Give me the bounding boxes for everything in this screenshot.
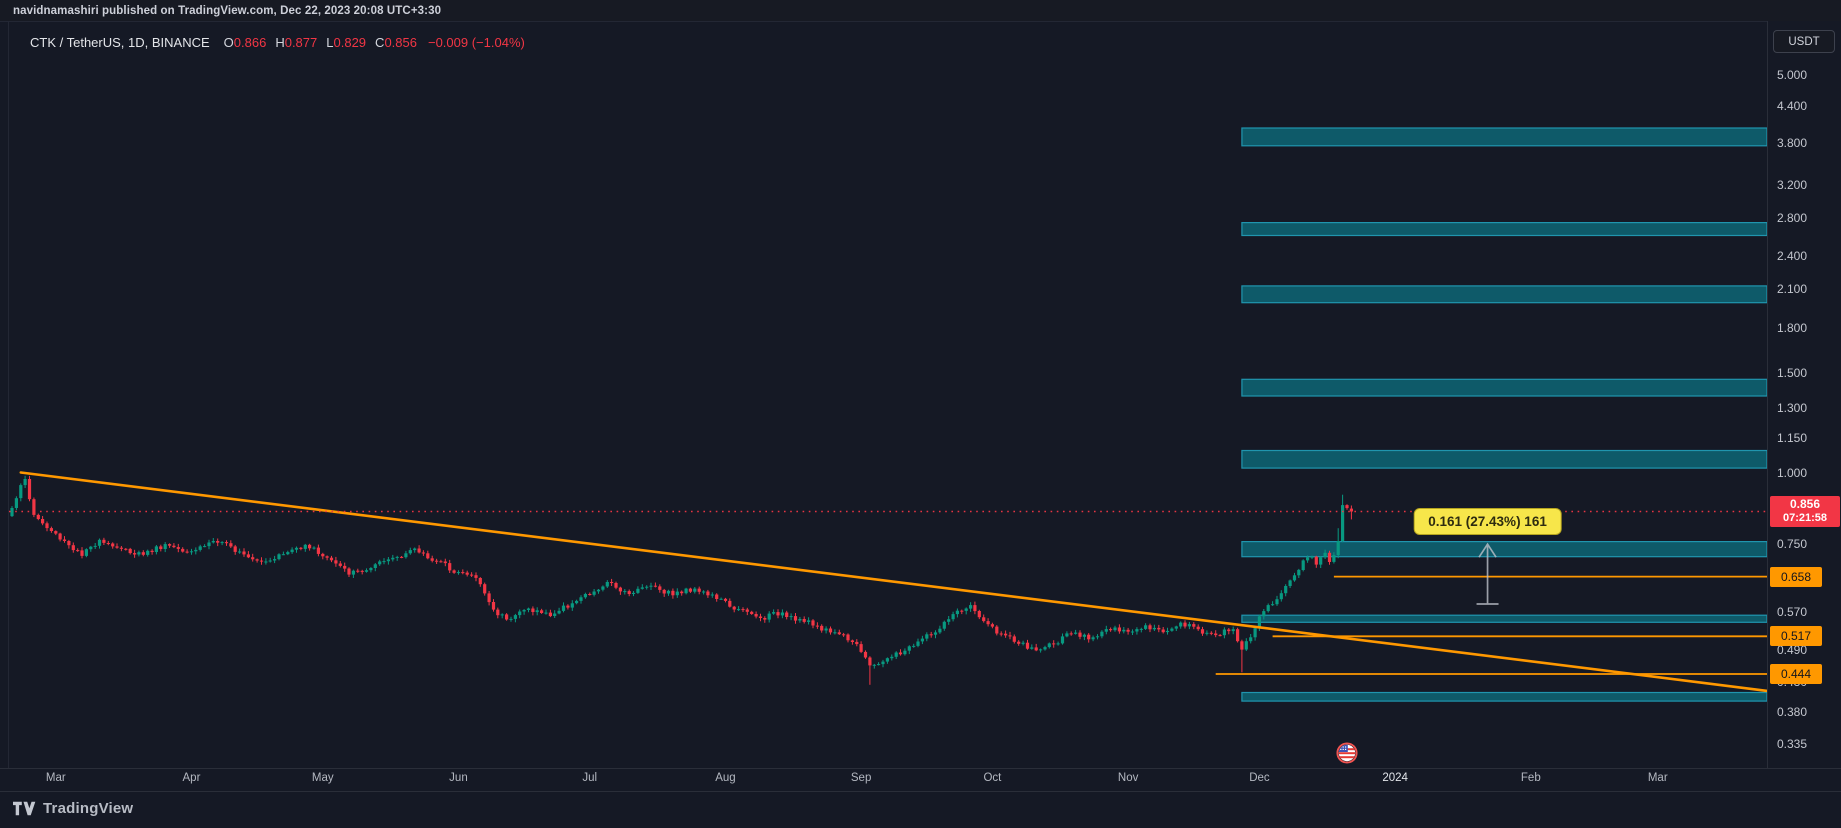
price-tick: 1.300: [1777, 401, 1808, 416]
currency-toggle-button[interactable]: USDT: [1773, 30, 1835, 53]
ohlc-values: O0.866 H0.877 L0.829 C0.856: [224, 35, 426, 50]
price-tick: 2.800: [1777, 211, 1808, 226]
level-price-badge: 0.658: [1770, 566, 1822, 587]
level-price-badge: 0.444: [1770, 663, 1822, 684]
price-tick: 0.490: [1777, 642, 1808, 657]
supply-zone: [1241, 449, 1768, 469]
price-tick: 0.570: [1777, 605, 1808, 620]
attribution-text: navidnamashiri published on TradingView.…: [13, 4, 442, 17]
bar-close-countdown: 07:21:58: [1782, 511, 1828, 524]
footer-bar: TradingView: [0, 790, 1841, 828]
ohlc-item: L0.829: [326, 34, 367, 50]
ohlc-item: C0.856: [375, 34, 417, 50]
ohlc-item: H0.877: [275, 34, 318, 50]
time-label-month: Dec: [1249, 772, 1270, 784]
time-label-month: Mar: [1647, 772, 1668, 784]
measurement-label[interactable]: 0.161 (27.43%) 161: [1413, 508, 1562, 536]
time-axis[interactable]: Mar Apr May Jun Jul Aug Sep Oct Nov Dec 2024 Feb Mar: [0, 768, 1841, 792]
price-tick: 0.335: [1777, 736, 1808, 751]
price-tick: 0.380: [1777, 705, 1808, 720]
price-tick: 4.400: [1777, 99, 1808, 114]
symbol-info-bar: CTK / TetherUS, 1D, BINANCE O0.866 H0.877…: [30, 33, 525, 51]
supply-zone: [1241, 540, 1768, 558]
price-change: −0.009 (−1.04%): [427, 34, 525, 50]
price-axis[interactable]: USDT 5.000 4.400 3.800 3.200 2.800 2.400 2.100…: [1767, 21, 1841, 768]
supply-zone: [1241, 285, 1768, 304]
us-flag-event-icon[interactable]: [1336, 742, 1358, 764]
time-label-month: Feb: [1520, 772, 1541, 784]
supply-zone: [1241, 614, 1768, 623]
price-tick: 1.500: [1777, 365, 1808, 380]
time-label-month: Oct: [983, 772, 1002, 784]
descending-trendline[interactable]: [19, 471, 1769, 693]
price-tick: 3.200: [1777, 178, 1808, 193]
supply-zone: [1241, 691, 1768, 702]
tradingview-logo-text: TradingView: [43, 800, 134, 817]
price-tick: 1.800: [1777, 320, 1808, 335]
price-tick: 3.800: [1777, 135, 1808, 150]
price-tick: 5.000: [1777, 67, 1808, 82]
supply-zone: [1241, 378, 1768, 397]
ohlc-item: O0.866: [223, 34, 267, 50]
time-label-month: Aug: [715, 772, 736, 784]
price-tick: 1.000: [1777, 466, 1808, 480]
price-tick: 2.400: [1777, 249, 1808, 264]
time-label-month: May: [311, 772, 334, 784]
time-label-month: Mar: [45, 772, 66, 784]
price-tick: 2.100: [1777, 282, 1808, 297]
supply-zone: [1241, 222, 1768, 237]
time-label-month: Apr: [182, 772, 201, 784]
tradingview-logo[interactable]: TradingView: [13, 800, 133, 817]
pane-borders: [0, 21, 1841, 768]
last-price-value: 0.856: [1789, 496, 1821, 511]
time-label-month: Jul: [582, 772, 598, 784]
time-label-month: Nov: [1117, 772, 1139, 784]
time-label-year: 2024: [1382, 772, 1408, 784]
level-price-badge: 0.517: [1770, 626, 1822, 647]
price-tick: 1.150: [1777, 431, 1808, 446]
horizontal-levels[interactable]: [1215, 575, 1767, 675]
price-range-arrow[interactable]: [1476, 542, 1499, 605]
tradingview-logo-icon: [13, 801, 36, 816]
price-tick: 0.750: [1777, 537, 1808, 552]
candles-layer: [10, 475, 1353, 685]
symbol-title[interactable]: CTK / TetherUS, 1D, BINANCE: [30, 34, 210, 50]
time-label-month: Sep: [850, 772, 872, 784]
supply-zone: [1241, 127, 1768, 147]
supply-zones[interactable]: [1241, 127, 1768, 702]
time-label-month: Jun: [449, 772, 468, 784]
last-price-badge: 0.856 07:21:58: [1770, 495, 1840, 527]
